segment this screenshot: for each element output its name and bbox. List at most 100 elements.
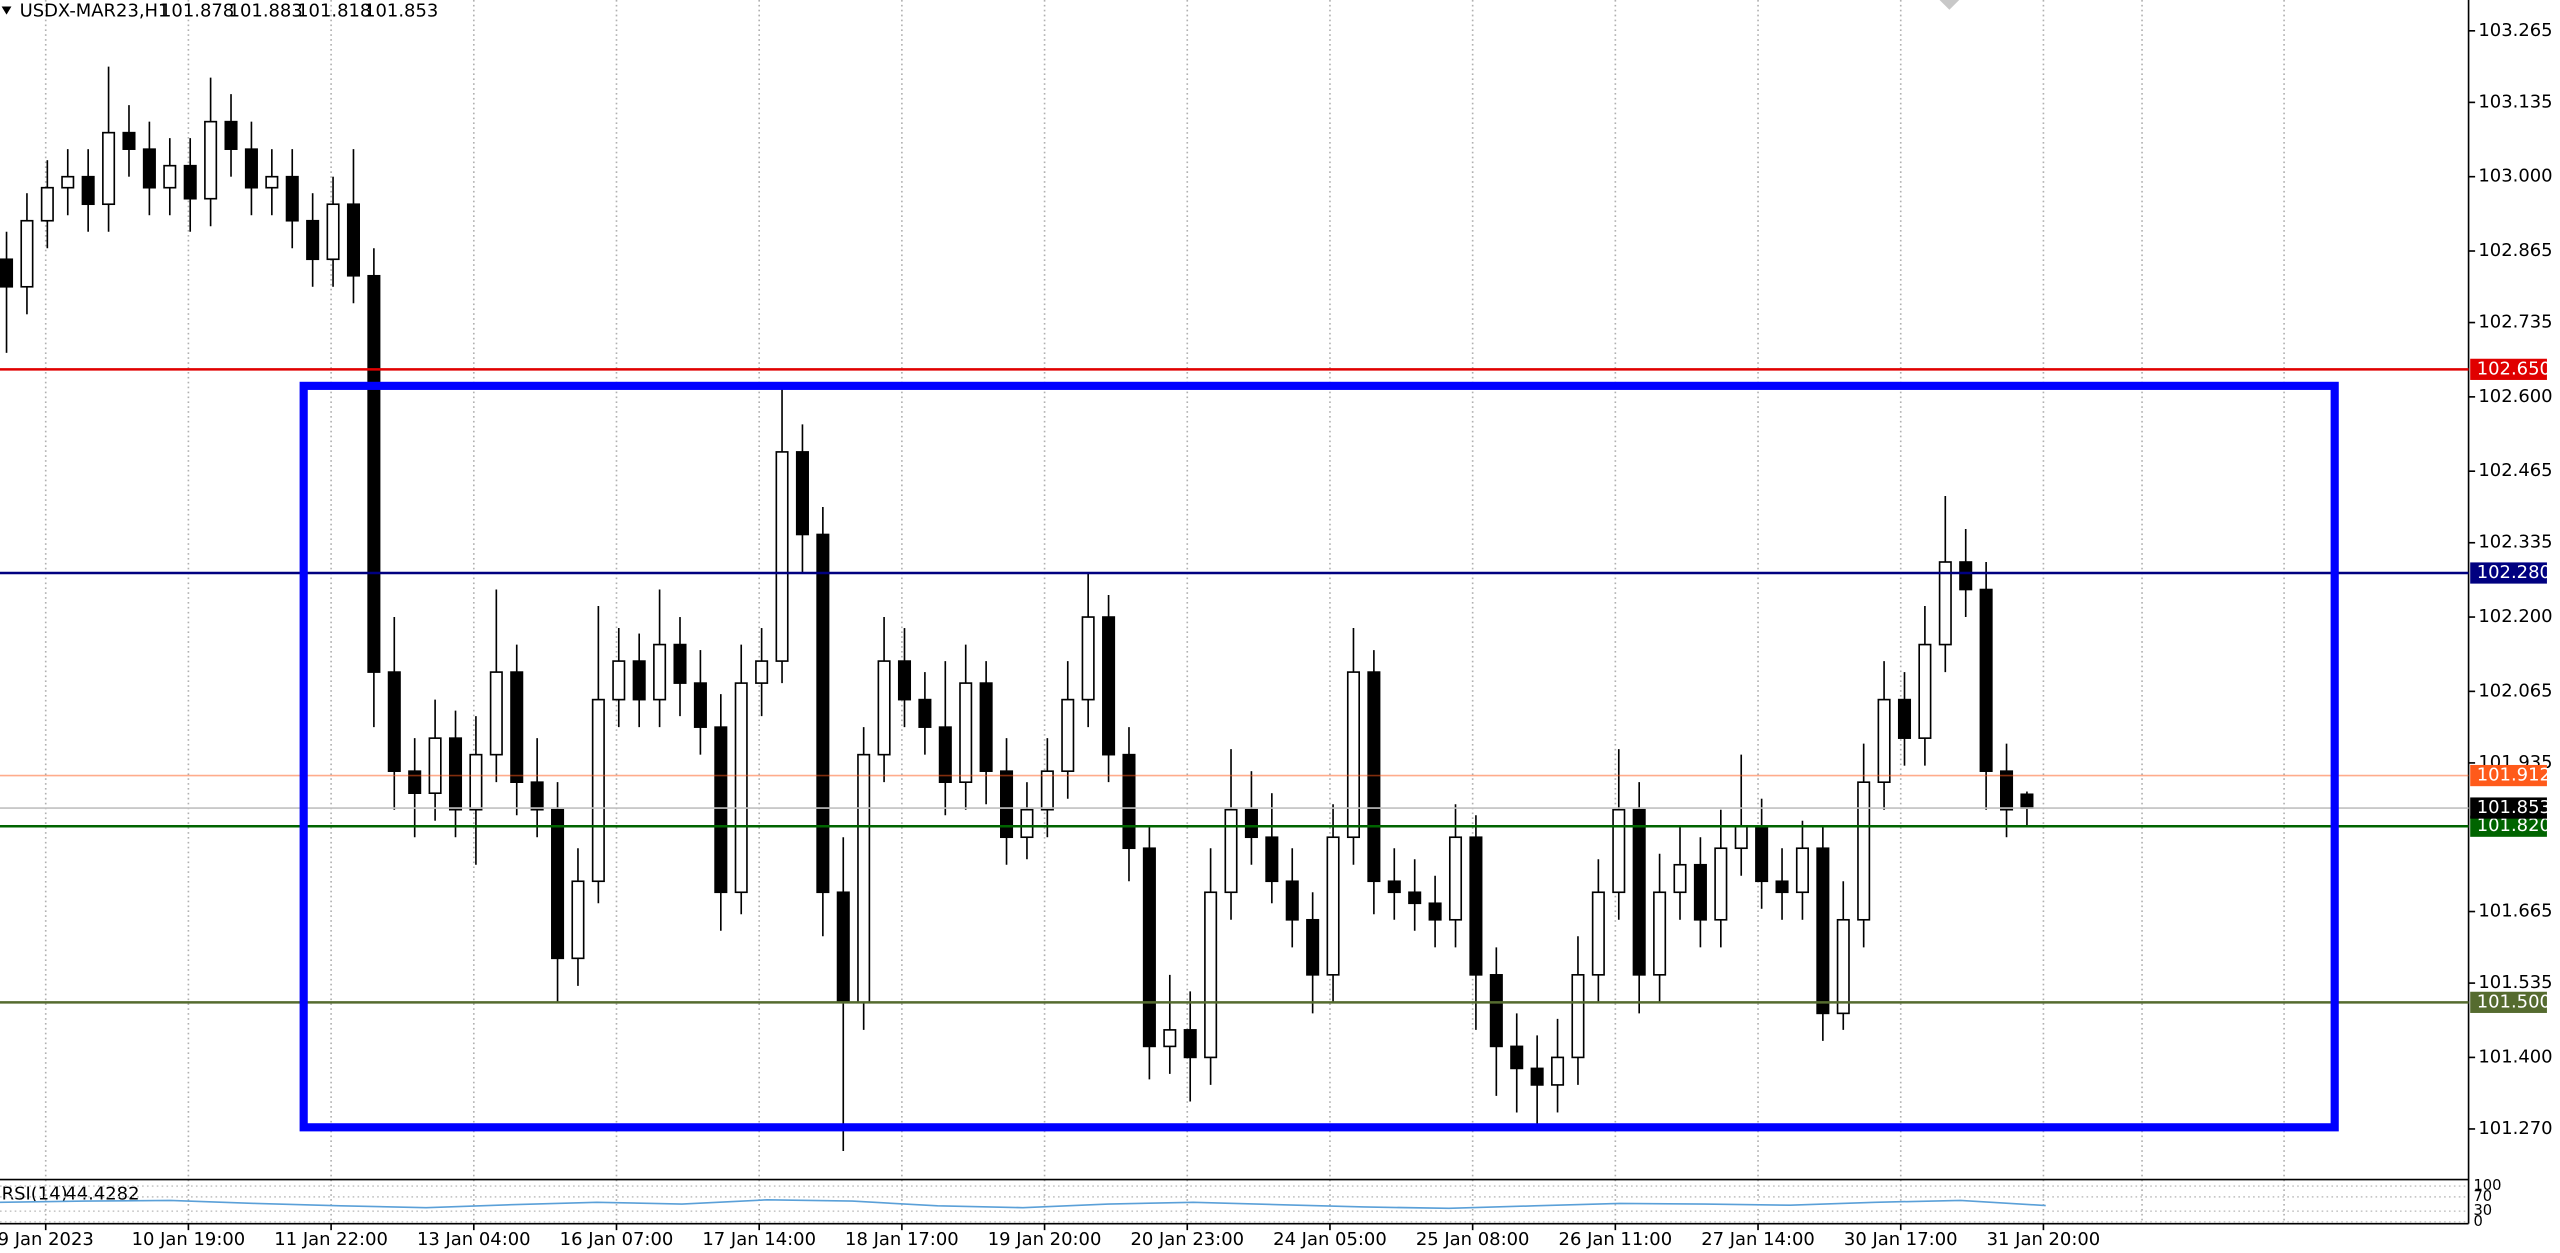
candle-body [693, 682, 707, 728]
candle-body [591, 698, 605, 883]
x-tick-label: 26 Jan 11:00 [1559, 1229, 1673, 1250]
level-label: 102.650 [2477, 358, 2551, 379]
x-tick-label: 19 Jan 20:00 [988, 1229, 1102, 1250]
candle-body [1714, 847, 1728, 921]
candle-body [285, 175, 299, 222]
candle-body [1000, 770, 1014, 839]
rsi-name: RSI(14) [2, 1183, 68, 1204]
candle-body [183, 164, 197, 200]
candle-body [653, 643, 667, 701]
candle-body [1142, 847, 1156, 1048]
candle-body [1163, 1029, 1177, 1048]
level-label-bg [2470, 358, 2547, 380]
candle-body [1428, 902, 1442, 921]
candle-body [897, 660, 912, 701]
y-tick-label: 102.735 [2478, 312, 2552, 333]
candle-body [1448, 836, 1463, 921]
candle-body [1122, 753, 1136, 850]
candle-body [1183, 1029, 1197, 1059]
candle-body [1938, 561, 1952, 646]
shift-marker [1939, 0, 1960, 10]
candle-body [1836, 918, 1850, 1015]
y-tick-label: 101.535 [2478, 972, 2552, 993]
level-label-bg [2470, 562, 2547, 584]
candle-body [510, 671, 524, 783]
candle-body [163, 164, 177, 189]
candle-body [448, 737, 463, 811]
candle-body [0, 258, 14, 288]
menu-arrow[interactable] [1, 6, 12, 15]
candle-body [1755, 825, 1769, 883]
y-tick-label: 102.335 [2478, 532, 2552, 553]
candle-body [326, 203, 340, 261]
candle-body [775, 451, 789, 662]
x-tick-label: 9 Jan 2023 [0, 1229, 94, 1250]
candle-body [469, 753, 483, 811]
candle-body [755, 660, 769, 684]
x-tick-label: 11 Jan 22:00 [274, 1229, 388, 1250]
candle-body [979, 682, 993, 772]
current-price-label: 101.853 [2477, 797, 2551, 818]
candle-body [1244, 808, 1258, 839]
candle-body [1081, 616, 1095, 701]
candle-body [489, 671, 503, 756]
candle-body [1387, 880, 1401, 894]
candle-body [1510, 1045, 1524, 1070]
candle-body [734, 682, 748, 894]
candle-body [1857, 781, 1871, 921]
candle-body [1897, 698, 1912, 739]
candle-body [673, 643, 687, 684]
current-price-bg [2470, 797, 2547, 819]
candle-body [122, 131, 136, 150]
x-tick-label: 27 Jan 14:00 [1701, 1229, 1815, 1250]
y-tick-label: 103.265 [2478, 20, 2552, 41]
x-tick-label: 31 Jan 20:00 [1987, 1229, 2101, 1250]
y-tick-label: 102.465 [2478, 460, 2552, 481]
candle-body [204, 120, 218, 200]
candle-body [1224, 808, 1238, 894]
candle-body [1632, 808, 1646, 976]
candle-body [387, 671, 401, 772]
level-label: 101.820 [2477, 815, 2551, 836]
candle-body [1653, 891, 1667, 976]
x-tick-label: 10 Jan 19:00 [132, 1229, 246, 1250]
x-tick-label: 17 Jan 14:00 [702, 1229, 816, 1250]
candle-body [428, 737, 442, 795]
candle-body [1693, 863, 1707, 921]
candle-body [1367, 671, 1381, 883]
candle-body [1918, 643, 1932, 739]
candle-body [408, 770, 422, 795]
candle-body [102, 131, 116, 206]
candle-body [244, 148, 258, 189]
grid [44, 0, 2285, 1224]
candle-body [1306, 918, 1320, 976]
candle-body [367, 274, 381, 673]
y-tick-label: 102.200 [2478, 606, 2552, 627]
candle-body [530, 781, 544, 811]
y-tick-label: 101.400 [2478, 1046, 2552, 1067]
candle-body [1591, 891, 1605, 976]
candle-body [1326, 836, 1340, 976]
candle-body [81, 175, 95, 206]
x-tick-label: 25 Jan 08:00 [1416, 1229, 1530, 1250]
level-label: 101.912 [2477, 765, 2551, 786]
x-tick-label: 30 Jan 17:00 [1844, 1229, 1958, 1250]
candle-body [1489, 974, 1503, 1048]
level-label: 101.500 [2477, 991, 2551, 1012]
candle-body [1265, 836, 1279, 883]
header-close: 101.853 [364, 0, 438, 21]
candle-body [1285, 880, 1299, 921]
candle-body [2020, 793, 2034, 809]
level-label-bg [2470, 991, 2547, 1013]
candle-body [938, 726, 952, 783]
candle-body [1346, 671, 1361, 839]
x-tick-label: 13 Jan 04:00 [417, 1229, 531, 1250]
candle-body [1469, 836, 1483, 976]
candle-body [918, 698, 932, 728]
rsi-tick-label: 0 [2473, 1213, 2482, 1230]
candle-body [795, 451, 809, 536]
rsi-line [0, 1198, 2046, 1210]
candle-body [306, 219, 320, 261]
